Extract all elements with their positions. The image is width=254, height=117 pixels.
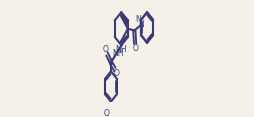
Text: O: O: [132, 44, 138, 53]
Text: NH: NH: [112, 49, 123, 58]
Text: O: O: [113, 69, 119, 78]
Text: N: N: [134, 15, 140, 24]
Text: N: N: [137, 20, 143, 29]
Text: NH: NH: [115, 45, 126, 53]
Text: O: O: [103, 109, 109, 117]
Text: S: S: [108, 58, 113, 67]
Text: O: O: [102, 45, 108, 54]
